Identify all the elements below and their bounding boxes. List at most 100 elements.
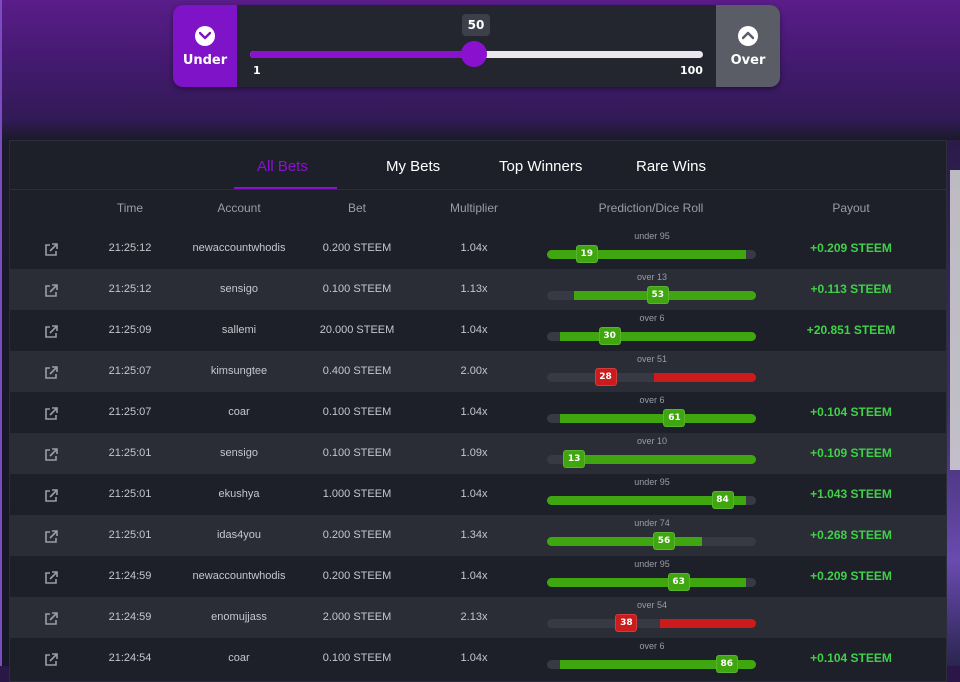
table-row: 21:25:01 idas4you 0.200 STEEM 1.34x under 74…: [10, 515, 946, 556]
table-row: 21:25:07 kimsungtee 0.400 STEEM 2.00x over 5…: [10, 351, 946, 392]
bet-multiplier: 1.04x: [460, 652, 488, 664]
bet-multiplier: 1.04x: [460, 242, 488, 254]
prediction-cell: over 51 28: [547, 351, 757, 392]
slider-min-label: 1: [253, 64, 261, 77]
bet-multiplier: 2.13x: [460, 611, 488, 623]
prediction-label: under 95: [634, 231, 670, 241]
bet-time: 21:25:07: [108, 365, 152, 377]
dice-roll-marker: 53: [646, 286, 669, 304]
winning-range: [567, 455, 756, 464]
bet-amount: 0.100 STEEM: [322, 447, 392, 459]
winning-range: [547, 578, 746, 587]
bet-time: 21:25:12: [108, 283, 152, 295]
slider-value-badge: 50: [462, 14, 490, 36]
bet-payout: +1.043 STEEM: [810, 487, 892, 501]
prediction-label: under 95: [634, 559, 670, 569]
bet-account[interactable]: sensigo: [220, 447, 258, 459]
bet-multiplier: 1.13x: [460, 283, 488, 295]
table-row: 21:25:07 coar 0.100 STEEM 1.04x over 6 61 +0.1…: [10, 392, 946, 433]
external-link-icon[interactable]: [44, 283, 58, 297]
bet-multiplier: 1.34x: [460, 529, 488, 541]
bet-amount: 0.100 STEEM: [322, 406, 392, 418]
bet-payout: +20.851 STEEM: [806, 323, 896, 337]
bet-account[interactable]: idas4you: [216, 529, 262, 541]
prediction-cell: over 13 53: [547, 269, 757, 310]
table-row: 21:24:59 enomujjass 2.000 STEEM 2.13x over 5…: [10, 597, 946, 638]
bet-time: 21:25:01: [108, 447, 152, 459]
bet-account[interactable]: sallemi: [221, 324, 257, 336]
bet-account[interactable]: coar: [228, 406, 250, 418]
bet-account[interactable]: enomujjass: [211, 611, 267, 623]
prediction-label: over 13: [636, 272, 668, 282]
bet-amount: 0.100 STEEM: [322, 283, 392, 295]
bet-account[interactable]: coar: [228, 652, 250, 664]
dice-roll-marker: 28: [594, 368, 617, 386]
losing-range: [659, 619, 756, 628]
prediction-cell: under 95 19: [547, 228, 757, 269]
bet-multiplier: 1.04x: [460, 570, 488, 582]
prediction-cell: over 10 13: [547, 433, 757, 474]
bet-amount: 0.200 STEEM: [322, 242, 392, 254]
bet-amount: 1.000 STEEM: [322, 488, 392, 500]
external-link-icon[interactable]: [44, 652, 58, 666]
dice-roll-marker: 56: [653, 532, 676, 550]
bet-amount: 0.200 STEEM: [322, 570, 392, 582]
prediction-bar: [547, 373, 756, 382]
column-bet: Bet: [347, 201, 367, 215]
external-link-icon[interactable]: [44, 570, 58, 584]
prediction-cell: over 54 38: [547, 597, 757, 638]
tab-all-bets[interactable]: All Bets: [257, 158, 308, 175]
table-header: Time Account Bet Multiplier Prediction/D…: [10, 201, 946, 223]
external-link-icon[interactable]: [44, 324, 58, 338]
bet-time: 21:24:59: [108, 611, 152, 623]
prediction-label: under 74: [634, 518, 670, 528]
dice-roll-marker: 86: [715, 655, 738, 673]
external-link-icon[interactable]: [44, 611, 58, 625]
bet-time: 21:24:59: [108, 570, 152, 582]
external-link-icon[interactable]: [44, 488, 58, 502]
prediction-label: over 6: [639, 395, 665, 405]
active-tab-indicator: [234, 187, 337, 189]
prediction-bar: [547, 619, 756, 628]
slider-max-label: 100: [680, 64, 703, 77]
bet-payout: +0.209 STEEM: [810, 569, 892, 583]
over-button[interactable]: Over: [716, 5, 780, 87]
prediction-cell: over 6 86: [547, 638, 757, 679]
bet-time: 21:25:01: [108, 488, 152, 500]
bets-tabs: All Bets My Bets Top Winners Rare Wins: [10, 141, 946, 190]
bet-time: 21:25:09: [108, 324, 152, 336]
bet-account[interactable]: newaccountwhodis: [192, 242, 286, 254]
slider-track-fill: [250, 51, 475, 58]
scrollbar[interactable]: [950, 170, 960, 470]
external-link-icon[interactable]: [44, 365, 58, 379]
external-link-icon[interactable]: [44, 242, 58, 256]
external-link-icon[interactable]: [44, 447, 58, 461]
prediction-bar: [547, 332, 756, 341]
prediction-label: under 95: [634, 477, 670, 487]
table-row: 21:25:12 newaccountwhodis 0.200 STEEM 1.04x…: [10, 228, 946, 269]
bet-account[interactable]: newaccountwhodis: [192, 570, 286, 582]
bet-time: 21:24:54: [108, 652, 152, 664]
bet-amount: 0.200 STEEM: [322, 529, 392, 541]
dice-roll-marker: 84: [711, 491, 734, 509]
under-button[interactable]: Under: [173, 5, 237, 87]
bet-payout: +0.268 STEEM: [810, 528, 892, 542]
column-account: Account: [217, 201, 261, 215]
slider-thumb[interactable]: [461, 41, 488, 67]
tab-top-winners[interactable]: Top Winners: [499, 158, 583, 175]
prediction-label: over 6: [639, 641, 665, 651]
prediction-bar: [547, 496, 756, 505]
bet-account[interactable]: kimsungtee: [210, 365, 268, 377]
bet-account[interactable]: sensigo: [220, 283, 258, 295]
table-row: 21:25:01 ekushya 1.000 STEEM 1.04x under 95 8…: [10, 474, 946, 515]
bet-payout: +0.109 STEEM: [810, 446, 892, 460]
external-link-icon[interactable]: [44, 529, 58, 543]
tab-my-bets[interactable]: My Bets: [386, 158, 441, 175]
winning-range: [559, 332, 756, 341]
tab-rare-wins[interactable]: Rare Wins: [636, 158, 707, 175]
bet-account[interactable]: ekushya: [218, 488, 260, 500]
prediction-bar: [547, 250, 756, 259]
over-label: Over: [730, 53, 766, 68]
external-link-icon[interactable]: [44, 406, 58, 420]
bets-panel: All Bets My Bets Top Winners Rare Wins T…: [9, 140, 947, 682]
